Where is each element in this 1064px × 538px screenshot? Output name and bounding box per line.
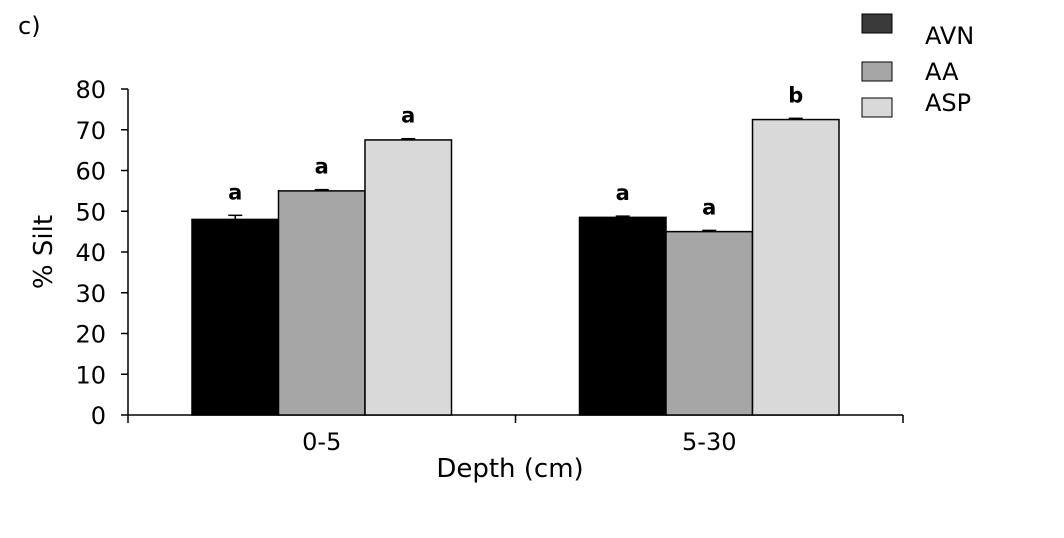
y-tick-label: 20 [75,321,106,349]
significance-letter: a [228,180,242,204]
legend-swatch [861,61,893,82]
bar [364,139,453,416]
legend-label: ASP [925,89,971,117]
y-tick-label: 70 [75,117,106,145]
significance-letter: a [315,155,329,179]
y-tick-label: 40 [75,239,106,267]
legend-swatch [861,97,893,118]
significance-letter: a [401,104,415,128]
x-axis-title: Depth (cm) [436,454,583,484]
bar [578,216,667,416]
bar [751,118,840,416]
panel-label: c) [18,12,41,40]
y-axis: 0 10 20 30 40 50 60 70 80 [75,76,129,430]
x-tick-label: 5-30 [682,428,736,456]
legend-label: AVN [925,22,974,50]
y-tick-label: 60 [75,158,106,186]
y-tick-label: 30 [75,280,106,308]
y-axis-title: % Silt [29,215,59,289]
y-tick-label: 80 [75,76,106,104]
significance-letter: a [702,195,716,219]
significance-letter: b [788,83,803,107]
legend: AVN AA ASP [861,13,974,118]
bar [277,190,366,416]
y-tick-label: 0 [91,402,106,430]
x-tick-label: 0-5 [302,428,341,456]
bar [191,218,280,416]
y-tick-label: 10 [75,361,106,389]
x-axis: 0-5 5-30 [127,414,904,456]
legend-label: AA [925,58,959,86]
bar [665,230,754,416]
legend-swatch [861,13,893,34]
y-tick-label: 50 [75,198,106,226]
significance-letter: a [616,181,630,205]
bars: a a a a a b [191,83,840,416]
